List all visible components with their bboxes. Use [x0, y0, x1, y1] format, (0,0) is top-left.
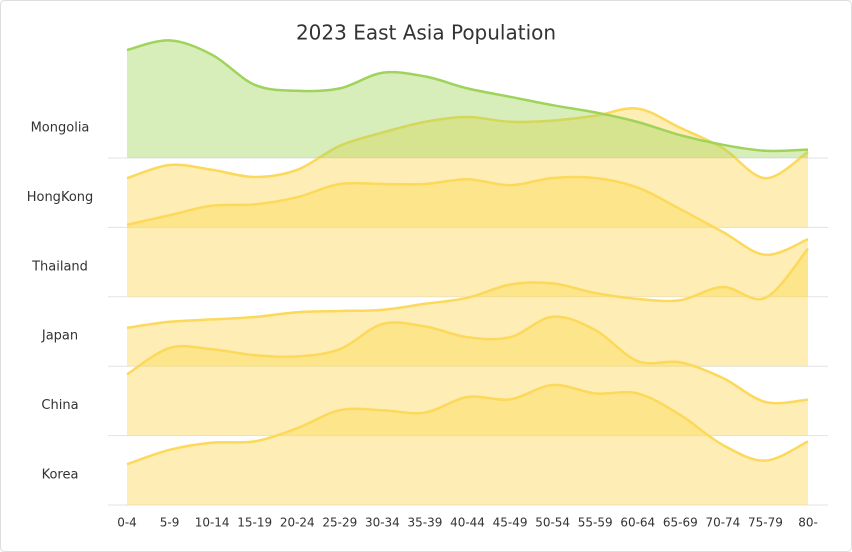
x-tick-label: 25-29	[322, 516, 357, 530]
ridge-area	[127, 40, 808, 159]
x-tick-label: 0-4	[117, 516, 137, 530]
row-label: Mongolia	[31, 121, 90, 136]
x-tick-label: 50-54	[535, 516, 570, 530]
x-tick-label: 10-14	[195, 516, 230, 530]
row-label: HongKong	[27, 190, 94, 205]
chart-title: 2023 East Asia Population	[296, 21, 556, 45]
x-tick-label: 60-64	[620, 516, 655, 530]
row-label: Thailand	[31, 259, 88, 274]
ridge-area	[127, 176, 808, 297]
x-tick-label: 15-19	[237, 516, 272, 530]
ridge-area	[127, 384, 808, 505]
x-tick-label: 70-74	[705, 516, 740, 530]
ridges	[108, 39, 828, 506]
ridge-line	[126, 39, 809, 153]
x-tick-label: 55-59	[578, 516, 613, 530]
ridge-line	[126, 247, 809, 330]
ridge-line	[126, 175, 809, 257]
row-label: Japan	[41, 329, 78, 344]
x-tick-label: 35-39	[408, 516, 443, 530]
x-tick-label: 45-49	[493, 516, 528, 530]
x-tick-label: 5-9	[160, 516, 180, 530]
ridge-line	[126, 383, 809, 466]
ridge-line	[126, 315, 809, 405]
ridge-area	[127, 248, 808, 367]
row-label: China	[41, 398, 78, 413]
ridge-line	[126, 107, 809, 180]
x-tick-label: 65-69	[663, 516, 698, 530]
x-tick-label: 75-79	[748, 516, 783, 530]
row-label: Korea	[42, 468, 79, 483]
ridge-area	[127, 108, 808, 228]
x-tick-label: 20-24	[280, 516, 315, 530]
ridge-area	[127, 316, 808, 436]
x-tick-label: 80-	[798, 516, 818, 530]
x-tick-label: 30-34	[365, 516, 400, 530]
x-tick-label: 40-44	[450, 516, 485, 530]
